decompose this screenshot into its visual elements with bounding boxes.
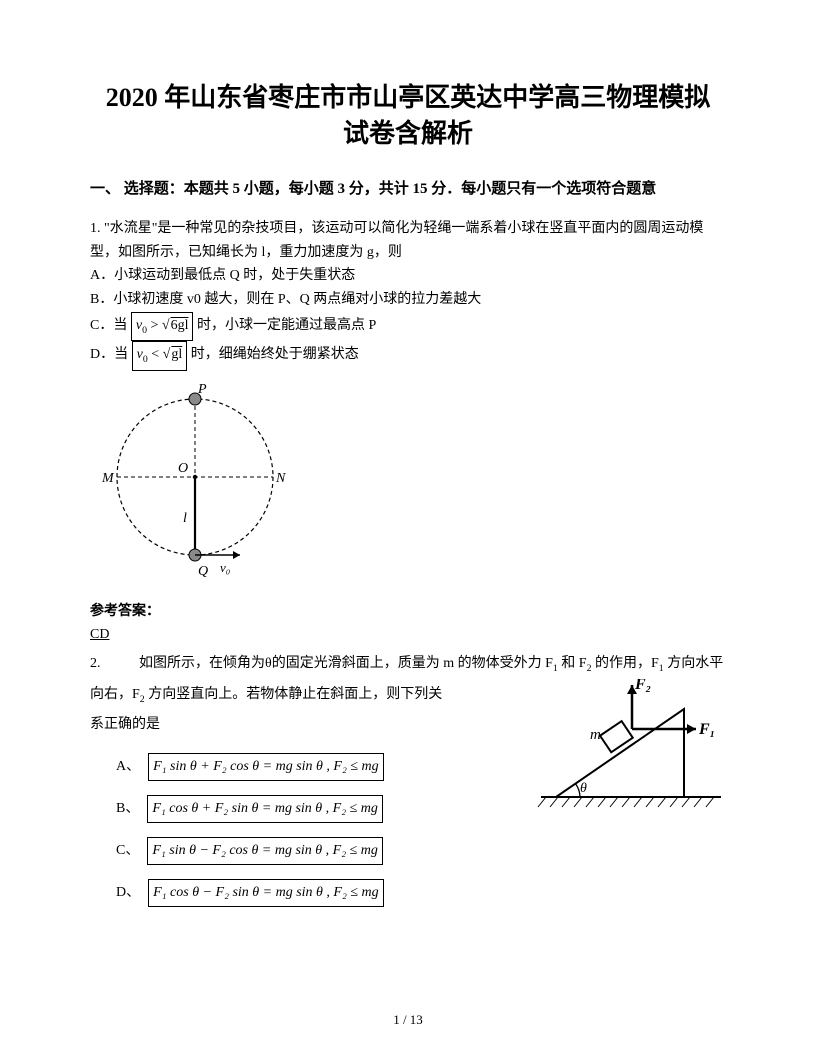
label-theta: θ: [580, 781, 587, 796]
label-f2: F₂: [634, 679, 651, 693]
q2-sub2a: 2: [587, 663, 592, 674]
q2-c-lbl: C、: [116, 839, 139, 863]
q1-answer-label: 参考答案：: [90, 600, 726, 624]
q1-d-post: 时，细绳始终处于绷紧状态: [191, 347, 359, 362]
q1-option-d: D．当 v0 < √gl 时，细绳始终处于绷紧状态: [90, 341, 726, 370]
q2-and: 和: [558, 656, 576, 671]
q1-d-pre: D．当: [90, 347, 128, 362]
q2-option-d: D、 F₁ cos θ − F₂ sin θ = mg sin θ , F₂ ≤…: [116, 879, 726, 907]
q2-c-eq: F₁ sin θ − F₂ cos θ = mg sin θ , F₂ ≤ mg: [147, 837, 383, 865]
q1-option-b: B．小球初速度 v0 越大，则在 P、Q 两点绳对小球的拉力差越大: [90, 288, 726, 312]
q2-d-lbl: D、: [116, 881, 140, 905]
q2-s2: 的作用，F: [595, 656, 659, 671]
label-mass: m: [590, 727, 601, 743]
q2-sub1b: 1: [659, 663, 664, 674]
page-title: 2020 年山东省枣庄市市山亭区英达中学高三物理模拟 试卷含解析: [90, 80, 726, 153]
label-n: N: [275, 471, 286, 486]
title-line-2: 试卷含解析: [343, 119, 473, 148]
question-1: 1. "水流星"是一种常见的杂技项目，该运动可以简化为轻绳一端系着小球在竖直平面…: [90, 217, 726, 647]
q1-option-a: A．小球运动到最低点 Q 时，处于失重状态: [90, 264, 726, 288]
q1-c-post: 时，小球一定能通过最高点 P: [197, 318, 376, 333]
q2-s4: 方向竖直向上。若物体静止在斜面上，则下列关: [148, 687, 442, 702]
q2-f2: F: [579, 656, 587, 671]
q1-figure: P Q M N O l v₀: [90, 377, 300, 587]
q2-figure: F₁ F₂ m θ: [536, 679, 726, 819]
label-f1: F₁: [698, 721, 715, 738]
label-l: l: [183, 511, 187, 526]
q2-a-eq: F₁ sin θ + F₂ cos θ = mg sin θ , F₂ ≤ mg: [148, 753, 384, 781]
q2-s5: 系正确的是: [90, 717, 160, 732]
label-p: P: [197, 382, 207, 397]
q2-sub2b: 2: [140, 693, 145, 704]
q1-answer: CD: [90, 623, 726, 647]
q2-d-eq: F₁ cos θ − F₂ sin θ = mg sin θ , F₂ ≤ mg: [148, 879, 384, 907]
q1-stem: 1. "水流星"是一种常见的杂技项目，该运动可以简化为轻绳一端系着小球在竖直平面…: [90, 217, 726, 265]
page-footer: 1 / 13: [0, 1012, 816, 1028]
q2-option-c: C、 F₁ sin θ − F₂ cos θ = mg sin θ , F₂ ≤…: [116, 837, 726, 865]
section-heading: 一、 选择题：本题共 5 小题，每小题 3 分，共计 15 分．每小题只有一个选…: [90, 177, 726, 201]
q1-d-formula: v0 < √gl: [132, 341, 188, 370]
label-m: M: [101, 471, 115, 486]
q2-b-lbl: B、: [116, 797, 139, 821]
q1-c-formula: v0 > √6gl: [131, 312, 194, 341]
q2-b-eq: F₁ cos θ + F₂ sin θ = mg sin θ , F₂ ≤ mg: [147, 795, 383, 823]
label-q: Q: [198, 564, 208, 579]
q2-s1: 如图所示，在倾角为θ的固定光滑斜面上，质量为 m 的物体受外力 F: [139, 656, 553, 671]
label-v0: v₀: [220, 560, 230, 575]
q2-num: 2.: [90, 656, 101, 671]
label-o: O: [178, 461, 188, 476]
title-line-1: 2020 年山东省枣庄市市山亭区英达中学高三物理模拟: [106, 83, 711, 112]
q1-c-pre: C．当: [90, 318, 127, 333]
q1-option-c: C．当 v0 > √6gl 时，小球一定能通过最高点 P: [90, 312, 726, 341]
q2-a-lbl: A、: [116, 755, 140, 779]
question-2: 2. 如图所示，在倾角为θ的固定光滑斜面上，质量为 m 的物体受外力 F1 和 …: [90, 649, 726, 906]
